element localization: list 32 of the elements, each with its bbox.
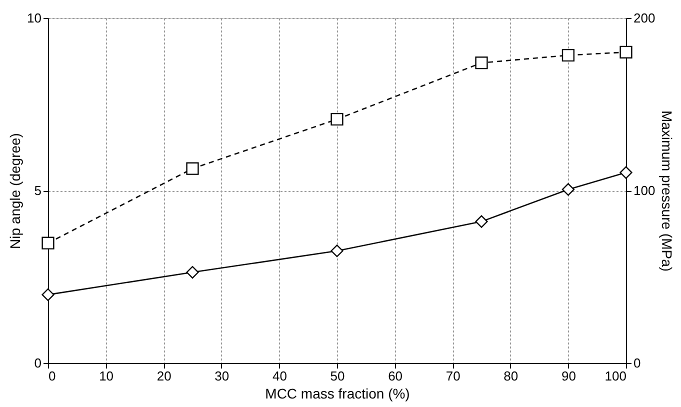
x-tick-label: 90 [561,368,576,384]
x-tick-label: 70 [446,368,460,384]
point [330,244,344,258]
y-tick-label: 5 [34,183,42,198]
point [562,48,574,62]
y-axis-title: Nip angle (degree) [7,133,24,249]
x-axis-title: MCC mass fraction (%) [265,386,410,402]
x-tick-label: 40 [272,368,287,384]
y2-axis-title: Maximum pressure (MPa) [659,110,676,272]
y2-tick-label: 200 [634,10,656,26]
point [475,56,488,70]
y2-tick-label: 0 [634,356,641,370]
point [42,288,54,301]
x-tick-label: 10 [99,368,114,384]
x-tick-label: 100 [604,368,626,384]
x-tick-label: 30 [214,368,230,384]
y2-tick-label: 100 [634,183,656,198]
y-tick-label: 0 [34,356,42,370]
x-tick-label: 20 [156,368,172,384]
point [475,215,488,228]
point [330,112,344,126]
point [42,236,54,250]
y-tick-label: 10 [27,10,42,26]
x-tick-label: 60 [388,368,403,384]
point [620,166,632,179]
point [562,183,574,196]
x-tick-label: 0 [48,368,56,384]
x-tick-label: 80 [504,368,518,384]
point [186,162,199,175]
point [186,266,199,279]
point [620,46,632,58]
x-tick-label: 50 [330,368,345,384]
